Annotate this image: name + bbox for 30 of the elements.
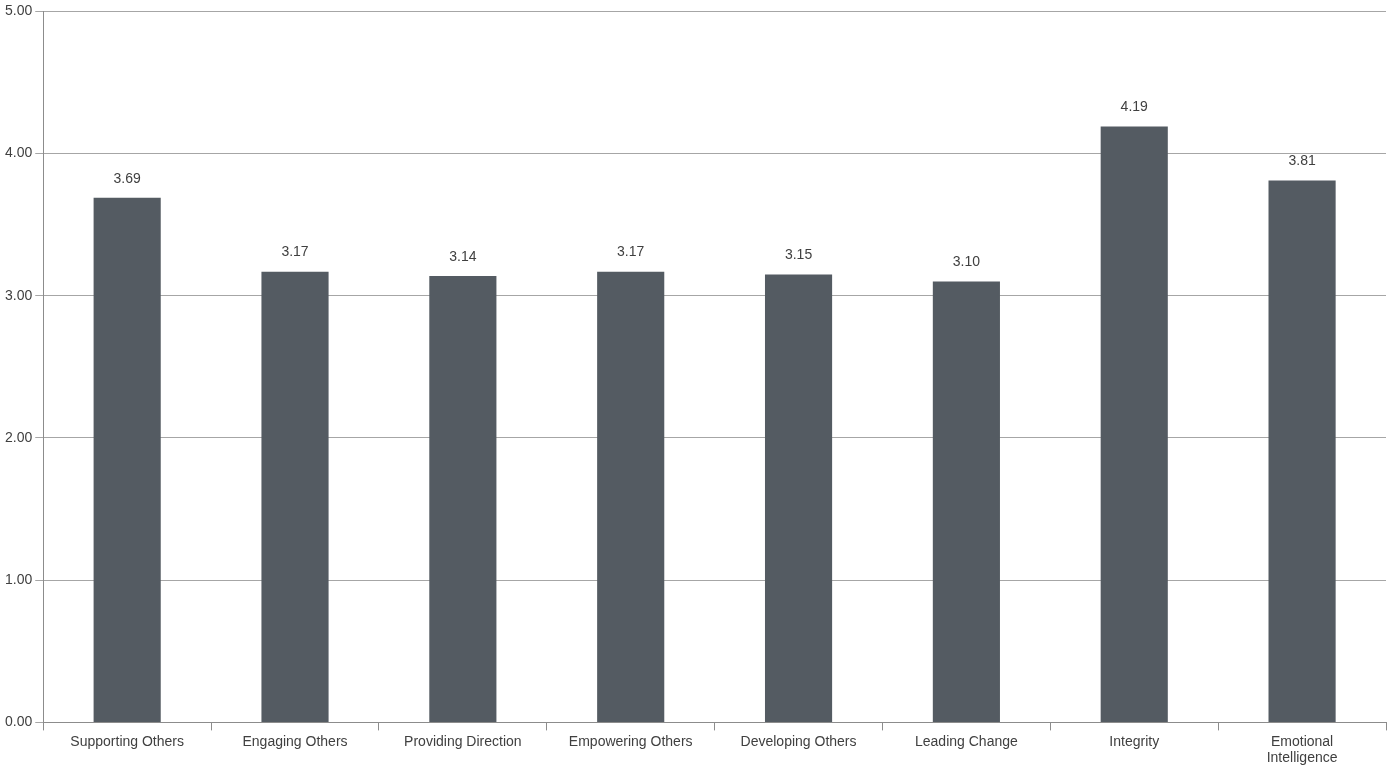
x-tick-label: Leading Change: [915, 732, 1018, 749]
bar: [93, 197, 161, 722]
data-label: 4.19: [1120, 98, 1149, 115]
data-label: 3.14: [449, 247, 477, 264]
y-tick-label: 4.00: [5, 144, 33, 161]
data-label: 3.17: [281, 243, 309, 260]
bar: [764, 274, 833, 722]
bar: [429, 275, 497, 722]
bar: [597, 271, 665, 722]
x-tick-label: Emotional Intelligence: [1266, 732, 1338, 766]
bar: [1100, 126, 1168, 722]
x-tick-label: Providing Direction: [404, 732, 522, 749]
data-label: 3.15: [784, 246, 813, 263]
data-label: 3.10: [952, 253, 981, 270]
x-tick-label: Supporting Others: [70, 732, 184, 749]
x-tick-label: Engaging Others: [242, 732, 348, 749]
y-tick-label: 1.00: [5, 571, 33, 588]
y-tick-label: 3.00: [5, 286, 33, 303]
x-tick-label: Empowering Others: [568, 732, 693, 749]
x-tick-label: Integrity: [1109, 732, 1160, 749]
bar: [1268, 180, 1336, 722]
data-label: 3.69: [113, 169, 142, 186]
y-tick-label: 2.00: [5, 428, 33, 445]
y-tick-label: 0.00: [5, 713, 33, 730]
bar: [932, 281, 1000, 722]
data-label: 3.81: [1288, 152, 1316, 169]
bar: [261, 271, 329, 722]
data-label: 3.17: [617, 243, 645, 260]
y-tick-label: 5.00: [5, 2, 33, 19]
x-tick-label: Developing Others: [740, 732, 857, 749]
